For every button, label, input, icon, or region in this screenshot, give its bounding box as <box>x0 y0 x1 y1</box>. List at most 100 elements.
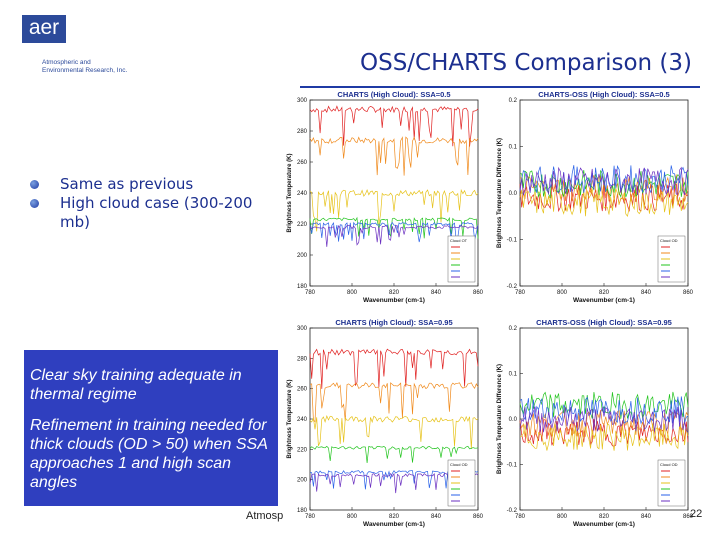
y-tick-label: 200 <box>297 478 308 484</box>
series-line <box>519 423 689 451</box>
y-tick-label: 200 <box>297 253 308 259</box>
y-axis-label: Brightness Temperature (K) <box>287 380 293 459</box>
conclusion-box: Clear sky training adequate in thermal r… <box>24 350 278 506</box>
y-tick-label: 0.1 <box>509 145 518 151</box>
bullet-item: High cloud case (300-200 mb) <box>30 194 270 232</box>
x-tick-label: 820 <box>389 290 400 296</box>
bullet-text: High cloud case (300-200 mb) <box>60 194 253 231</box>
x-tick-label: 860 <box>683 290 694 296</box>
y-tick-label: 240 <box>297 191 308 197</box>
y-tick-label: 280 <box>297 356 308 362</box>
logo-mark: aer <box>22 15 66 43</box>
series-line <box>309 414 479 449</box>
legend-title: Cloud OD <box>660 238 678 243</box>
y-tick-label: 220 <box>297 222 308 228</box>
x-tick-label: 800 <box>557 514 568 520</box>
x-tick-label: 780 <box>515 514 526 520</box>
y-tick-label: 0.2 <box>509 98 518 104</box>
series-line <box>309 188 479 232</box>
y-tick-label: 0.0 <box>509 417 518 423</box>
x-tick-label: 800 <box>347 514 358 520</box>
series-line <box>309 221 479 243</box>
company-logo: aer Atmospheric and Environmental Resear… <box>22 15 142 85</box>
y-tick-label: 220 <box>297 447 308 453</box>
x-tick-label: 860 <box>473 290 484 296</box>
bullet-item: Same as previous <box>30 175 270 194</box>
x-tick-label: 820 <box>389 514 400 520</box>
y-tick-label: 300 <box>297 98 308 104</box>
y-tick-label: 280 <box>297 129 308 135</box>
x-tick-label: 840 <box>431 514 442 520</box>
bullet-icon <box>30 180 39 189</box>
title-divider <box>300 86 700 88</box>
x-tick-label: 780 <box>515 290 526 296</box>
logo-subtitle-line2: Environmental Research, Inc. <box>42 67 128 74</box>
y-tick-label: 0.2 <box>509 326 518 332</box>
y-axis-label: Brightness Temperature Difference (K) <box>497 138 503 248</box>
x-tick-label: 780 <box>305 290 316 296</box>
legend-title: Cloud OT <box>450 238 468 243</box>
series-line <box>309 105 479 147</box>
x-tick-label: 860 <box>473 514 484 520</box>
logo-subtitle: Atmospheric and Environmental Research, … <box>42 59 142 75</box>
y-tick-label: 0.1 <box>509 372 518 378</box>
logo-subtitle-line1: Atmospheric and <box>42 59 91 66</box>
y-tick-label: -0.2 <box>507 508 518 514</box>
series-line <box>309 216 479 239</box>
series-line <box>309 225 479 247</box>
x-tick-label: 820 <box>599 514 610 520</box>
conclusion-text-1: Clear sky training adequate in thermal r… <box>30 367 242 403</box>
x-tick-label: 780 <box>305 514 316 520</box>
y-axis-label: Brightness Temperature (K) <box>287 154 293 233</box>
legend-title: Cloud OD <box>660 462 678 467</box>
chart-panel: CHARTS (High Cloud): SSA=0.95 300 280 260 24… <box>287 318 484 528</box>
y-tick-label: 260 <box>297 160 308 166</box>
chart-title: CHARTS (High Cloud): SSA=0.5 <box>337 90 450 99</box>
conclusion-text-2: Refinement in training needed for thick … <box>30 417 268 491</box>
comparison-charts: CHARTS (High Cloud): SSA=0.5 300 280 260 240… <box>287 90 694 528</box>
x-tick-label: 820 <box>599 290 610 296</box>
y-tick-label: 180 <box>297 508 308 514</box>
series-line <box>309 136 479 176</box>
bullet-list: Same as previous High cloud case (300-20… <box>30 175 270 232</box>
y-tick-label: 240 <box>297 417 308 423</box>
x-tick-label: 800 <box>347 290 358 296</box>
x-tick-label: 840 <box>641 514 652 520</box>
x-tick-label: 840 <box>641 290 652 296</box>
y-tick-label: -0.1 <box>507 463 518 469</box>
legend-title: Cloud OD <box>450 462 468 467</box>
chart-panel: CHARTS-OSS (High Cloud): SSA=0.5 0.2 0.1 0.… <box>497 90 694 304</box>
series-line <box>519 409 689 438</box>
y-tick-label: 260 <box>297 387 308 393</box>
x-axis-label: Wavenumber (cm-1) <box>573 521 635 528</box>
chart-title: CHARTS-OSS (High Cloud): SSA=0.95 <box>536 318 672 327</box>
y-tick-label: 180 <box>297 284 308 290</box>
series-line <box>519 187 689 218</box>
x-tick-label: 860 <box>683 514 694 520</box>
bullet-text: Same as previous <box>60 175 194 193</box>
y-tick-label: -0.1 <box>507 238 518 244</box>
series-line <box>519 406 689 433</box>
x-axis-label: Wavenumber (cm-1) <box>363 297 425 304</box>
series-line <box>519 169 689 199</box>
y-axis-label: Brightness Temperature Difference (K) <box>497 364 503 474</box>
slide-title: OSS/CHARTS Comparison (3) <box>359 50 692 76</box>
y-tick-label: -0.2 <box>507 284 518 290</box>
series-line <box>519 164 689 194</box>
series-line <box>309 348 479 389</box>
series-line <box>309 445 479 464</box>
series-line <box>519 396 689 425</box>
x-tick-label: 840 <box>431 290 442 296</box>
y-tick-label: 300 <box>297 326 308 332</box>
chart-panel: CHARTS-OSS (High Cloud): SSA=0.95 0.2 0.1 0… <box>497 318 694 528</box>
series-line <box>309 382 479 423</box>
y-tick-label: 0.0 <box>509 191 518 197</box>
chart-title: CHARTS-OSS (High Cloud): SSA=0.5 <box>538 90 669 99</box>
x-tick-label: 800 <box>557 290 568 296</box>
x-axis-label: Wavenumber (cm-1) <box>573 297 635 304</box>
chart-panel: CHARTS (High Cloud): SSA=0.5 300 280 260 240… <box>287 90 484 304</box>
page-number: 22 <box>690 508 703 520</box>
bullet-icon <box>30 199 39 208</box>
chart-title: CHARTS (High Cloud): SSA=0.95 <box>335 318 452 327</box>
footer-text: Atmosp <box>246 510 284 522</box>
